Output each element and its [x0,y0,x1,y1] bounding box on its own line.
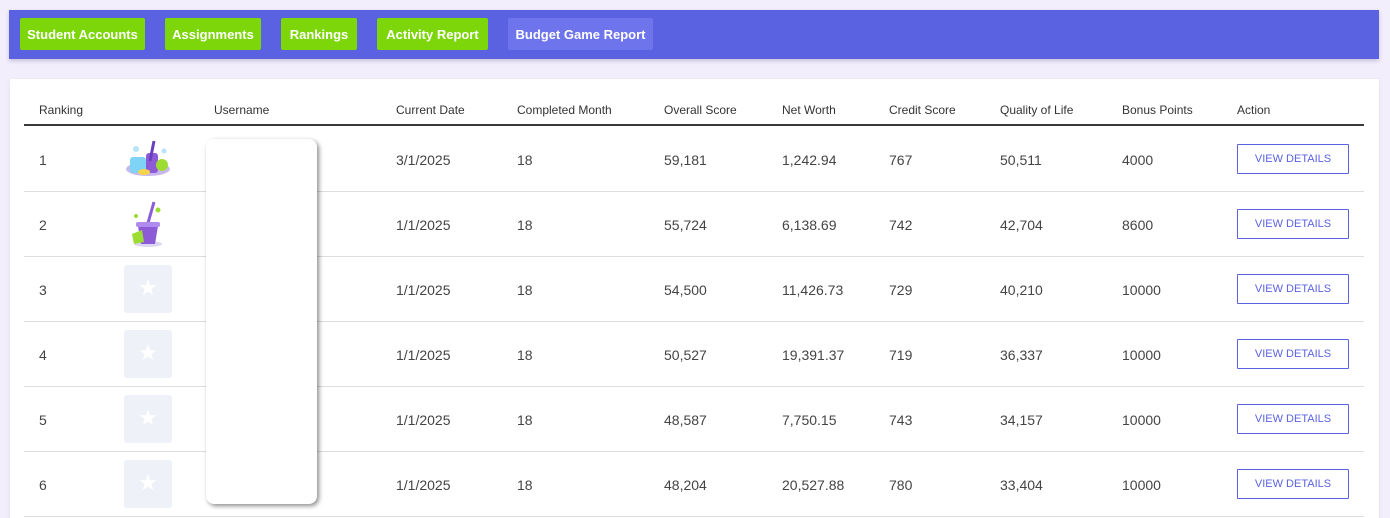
credit-score-cell: 767 [889,152,913,168]
table-header: Ranking Username Current Date Completed … [24,79,1364,126]
overall-score-cell: 48,587 [664,412,707,428]
completed-month-cell: 18 [517,282,533,298]
header-username: Username [214,103,270,117]
net-worth-cell: 1,242.94 [782,152,837,168]
table-row: 6 ★ 1/1/2025 18 48,204 20,527.88 780 33,… [24,452,1364,517]
header-action: Action [1237,103,1271,117]
rank-cell: 5 [39,412,47,428]
nav-student-accounts-button[interactable]: Student Accounts [20,18,145,50]
current-date-cell: 1/1/2025 [396,477,451,493]
bonus-points-cell: 10000 [1122,477,1161,493]
nav-budget-game-report-button[interactable]: Budget Game Report [508,18,653,50]
mop-bucket-icon [124,200,172,248]
overall-score-cell: 59,181 [664,152,707,168]
current-date-cell: 1/1/2025 [396,347,451,363]
quality-of-life-cell: 42,704 [1000,217,1043,233]
current-date-cell: 3/1/2025 [396,152,451,168]
current-date-cell: 1/1/2025 [396,282,451,298]
credit-score-cell: 729 [889,282,913,298]
view-details-button[interactable]: VIEW DETAILS [1237,209,1349,239]
cleaning-supplies-icon [124,135,172,183]
net-worth-cell: 20,527.88 [782,477,845,493]
nav-rankings-button[interactable]: Rankings [281,18,357,50]
table-row: 1 3/1/2025 18 59,181 1,242.94 767 50,511… [24,127,1364,192]
quality-of-life-cell: 40,210 [1000,282,1043,298]
rank-cell: 2 [39,217,47,233]
view-details-button[interactable]: VIEW DETAILS [1237,339,1349,369]
star-placeholder-icon: ★ [124,460,172,508]
quality-of-life-cell: 33,404 [1000,477,1043,493]
header-ranking: Ranking [39,103,84,117]
star-placeholder-icon: ★ [124,395,172,443]
credit-score-cell: 742 [889,217,913,233]
current-date-cell: 1/1/2025 [396,217,451,233]
net-worth-cell: 7,750.15 [782,412,837,428]
rank-cell: 6 [39,477,47,493]
header-current-date: Current Date [396,103,465,117]
table-row: 5 ★ 1/1/2025 18 48,587 7,750.15 743 34,1… [24,387,1364,452]
header-completed-month: Completed Month [517,103,612,117]
completed-month-cell: 18 [517,217,533,233]
header-quality-of-life: Quality of Life [1000,103,1074,117]
header-credit-score: Credit Score [889,103,956,117]
top-nav-bar: Student Accounts Assignments Rankings Ac… [9,10,1379,59]
view-details-button[interactable]: VIEW DETAILS [1237,469,1349,499]
net-worth-cell: 19,391.37 [782,347,845,363]
view-details-button[interactable]: VIEW DETAILS [1237,144,1349,174]
table-row: 3 ★ 1/1/2025 18 54,500 11,426.73 729 40,… [24,257,1364,322]
net-worth-cell: 6,138.69 [782,217,837,233]
rank-cell: 3 [39,282,47,298]
quality-of-life-cell: 36,337 [1000,347,1043,363]
header-overall-score: Overall Score [664,103,737,117]
completed-month-cell: 18 [517,152,533,168]
rank-cell: 1 [39,152,47,168]
bonus-points-cell: 10000 [1122,412,1161,428]
overall-score-cell: 54,500 [664,282,707,298]
quality-of-life-cell: 50,511 [1000,152,1042,168]
current-date-cell: 1/1/2025 [396,412,451,428]
completed-month-cell: 18 [517,477,533,493]
completed-month-cell: 18 [517,347,533,363]
username-redaction-overlay [206,139,317,504]
star-placeholder-icon: ★ [124,330,172,378]
view-details-button[interactable]: VIEW DETAILS [1237,404,1349,434]
nav-assignments-button[interactable]: Assignments [165,18,261,50]
header-bonus-points: Bonus Points [1122,103,1193,117]
star-placeholder-icon: ★ [124,265,172,313]
credit-score-cell: 719 [889,347,913,363]
overall-score-cell: 48,204 [664,477,707,493]
net-worth-cell: 11,426.73 [782,282,844,298]
credit-score-cell: 743 [889,412,913,428]
quality-of-life-cell: 34,157 [1000,412,1043,428]
rank-cell: 4 [39,347,47,363]
header-net-worth: Net Worth [782,103,836,117]
bonus-points-cell: 10000 [1122,282,1161,298]
nav-activity-report-button[interactable]: Activity Report [377,18,488,50]
bonus-points-cell: 4000 [1122,152,1154,168]
credit-score-cell: 780 [889,477,913,493]
table-row: 2 1/1/2025 18 55,724 6,138.69 742 42,704… [24,192,1364,257]
bonus-points-cell: 10000 [1122,347,1161,363]
overall-score-cell: 55,724 [664,217,707,233]
table-row: 4 ★ 1/1/2025 18 50,527 19,391.37 719 36,… [24,322,1364,387]
completed-month-cell: 18 [517,412,533,428]
view-details-button[interactable]: VIEW DETAILS [1237,274,1349,304]
overall-score-cell: 50,527 [664,347,707,363]
bonus-points-cell: 8600 [1122,217,1154,233]
